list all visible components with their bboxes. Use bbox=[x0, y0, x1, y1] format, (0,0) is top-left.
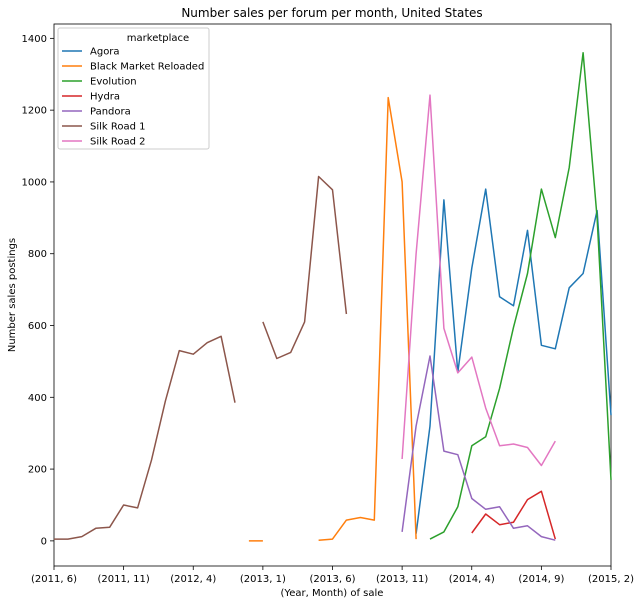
legend-label-hydra: Hydra bbox=[90, 92, 120, 103]
legend-label-evolution: Evolution bbox=[90, 77, 137, 88]
y-tick-label: 0 bbox=[41, 536, 47, 547]
x-axis-title: (Year, Month) of sale bbox=[281, 588, 384, 599]
x-tick-label: (2012, 4) bbox=[170, 574, 216, 585]
y-tick-label: 600 bbox=[28, 321, 47, 332]
y-tick-label: 1000 bbox=[22, 177, 47, 188]
series-line-silk-road-2 bbox=[401, 94, 556, 467]
series-line-pandora bbox=[401, 355, 556, 541]
y-axis-title: Number sales postings bbox=[7, 238, 18, 352]
series-line-agora bbox=[415, 188, 612, 534]
chart-title: Number sales per forum per month, United… bbox=[181, 6, 482, 20]
y-tick-label: 200 bbox=[28, 465, 47, 476]
series-line-evolution bbox=[429, 51, 612, 540]
series-line-hydra bbox=[471, 490, 557, 540]
legend: marketplace Agora Black Market Reloaded Ev… bbox=[57, 27, 210, 150]
x-tick-label: (2013, 6) bbox=[310, 574, 356, 585]
legend-frame bbox=[57, 27, 210, 150]
legend-label-black-market-reloaded: Black Market Reloaded bbox=[90, 62, 204, 73]
series-line-black-market-reloaded bbox=[248, 96, 417, 542]
x-axis: (2011, 6) (2011, 11) (2012, 4) (2013, 1) (20… bbox=[31, 566, 634, 585]
legend-label-silk-road-2: Silk Road 2 bbox=[90, 137, 146, 148]
x-tick-label: (2011, 6) bbox=[31, 574, 77, 585]
legend-label-agora: Agora bbox=[90, 47, 120, 58]
y-tick-label: 1400 bbox=[22, 34, 47, 45]
x-tick-label: (2013, 1) bbox=[240, 574, 286, 585]
legend-title: marketplace bbox=[127, 33, 189, 44]
legend-label-silk-road-1: Silk Road 1 bbox=[90, 122, 146, 133]
x-tick-label: (2014, 9) bbox=[518, 574, 564, 585]
x-tick-label: (2014, 4) bbox=[449, 574, 495, 585]
y-axis: 0 200 400 600 800 1000 1200 1400 bbox=[22, 34, 54, 547]
y-tick-label: 800 bbox=[28, 249, 47, 260]
x-tick-label: (2011, 11) bbox=[97, 574, 149, 585]
x-tick-label: (2013, 11) bbox=[376, 574, 428, 585]
legend-items: Agora Black Market Reloaded Evolution Hydra… bbox=[62, 47, 204, 148]
series-line-silk-road-1 bbox=[54, 175, 348, 540]
legend-label-pandora: Pandora bbox=[90, 107, 131, 118]
series-layer bbox=[54, 51, 612, 542]
y-tick-label: 1200 bbox=[22, 106, 47, 117]
x-tick-label: (2015, 2) bbox=[588, 574, 634, 585]
y-tick-label: 400 bbox=[28, 393, 47, 404]
